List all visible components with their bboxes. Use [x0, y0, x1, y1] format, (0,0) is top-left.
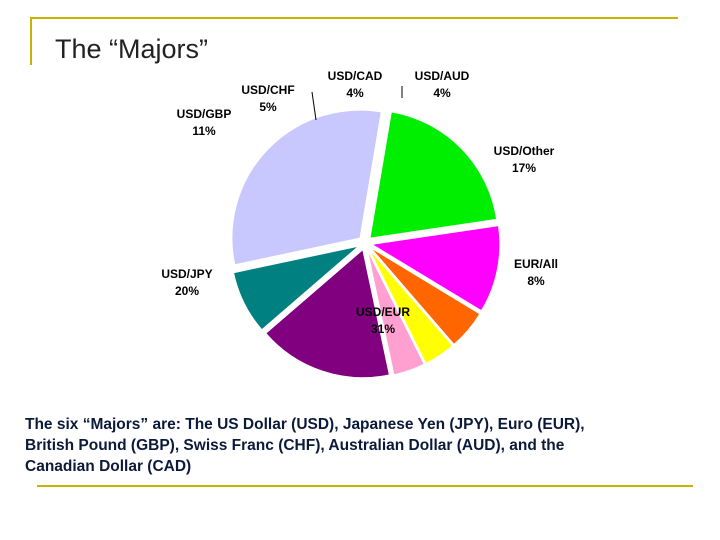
frame-bottom-rule — [37, 485, 693, 487]
slice-value-usd-eur: 31% — [371, 322, 395, 336]
slice-value-usd-chf: 5% — [259, 100, 277, 114]
slice-value-usd-jpy: 20% — [175, 284, 199, 298]
caption-line-3: Canadian Dollar (CAD) — [25, 458, 192, 475]
pie-slice-usd-jpy — [369, 111, 498, 239]
pie-slice-usd-gbp — [370, 225, 501, 312]
slide-title: The “Majors” — [55, 34, 209, 64]
frame-left-rule — [30, 17, 32, 65]
frame-top-rule — [30, 17, 678, 19]
pie-slice-usd-eur — [231, 109, 382, 266]
pie-slice-usd-chf — [369, 247, 481, 346]
pie-slice-usd-other — [265, 248, 390, 379]
slice-label-eur-all: EUR/All — [514, 257, 558, 271]
slice-value-usd-cad: 4% — [346, 86, 364, 100]
slice-value-usd-aud: 4% — [433, 86, 451, 100]
slice-label-usd-gbp: USD/GBP — [177, 107, 232, 121]
slice-label-usd-aud: USD/AUD — [415, 69, 470, 83]
slice-value-usd-gbp: 11% — [192, 124, 216, 138]
slice-label-usd-cad: USD/CAD — [328, 69, 383, 83]
pie-slice-usd-aud — [366, 249, 425, 376]
slice-label-usd-other: USD/Other — [494, 144, 555, 158]
slice-value-usd-other: 17% — [512, 161, 536, 175]
pie-slice-eur-all — [232, 245, 360, 331]
caption-line-1: The six “Majors” are: The US Dollar (USD… — [25, 416, 585, 433]
slide-caption: The six “Majors” are: The US Dollar (USD… — [25, 414, 695, 477]
pie-slice-usd-cad — [368, 248, 454, 365]
slice-label-usd-chf: USD/CHF — [241, 83, 294, 97]
slice-label-usd-jpy: USD/JPY — [161, 267, 212, 281]
slice-value-eur-all: 8% — [527, 274, 545, 288]
leader-line — [311, 91, 317, 121]
slice-label-usd-eur: USD/EUR — [356, 305, 410, 319]
caption-line-2: British Pound (GBP), Swiss Franc (CHF), … — [25, 437, 565, 454]
